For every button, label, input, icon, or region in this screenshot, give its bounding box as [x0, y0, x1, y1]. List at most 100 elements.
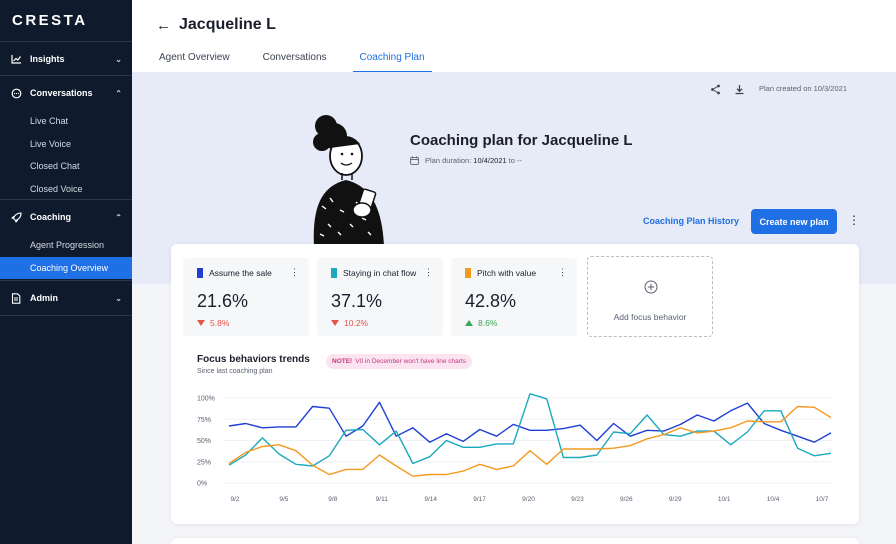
series-line-1 [228, 393, 832, 467]
focus-behaviors-card: Assume the sale ⋮ 21.6% 5.8% Staying in … [171, 244, 859, 524]
sidebar-label-insights: Insights [30, 54, 65, 64]
note-badge: NOTE! V0 in December won't have line cha… [326, 354, 472, 369]
chevron-up-icon: ⌃ [115, 212, 122, 222]
plan-duration-end: to -- [508, 156, 523, 165]
x-tick-label: 9/2 [230, 496, 239, 503]
metric-delta-value: 8.6% [478, 318, 498, 328]
sidebar-label-coaching: Coaching [30, 212, 72, 222]
more-options-icon[interactable]: ⋮ [558, 267, 567, 277]
y-tick-label: 100% [197, 396, 215, 403]
more-options-icon[interactable]: ⋮ [848, 213, 860, 227]
secondary-card [171, 538, 859, 544]
tab-coaching-plan[interactable]: Coaching Plan [352, 50, 432, 73]
sidebar-head-insights[interactable]: Insights ⌄ [0, 42, 132, 76]
sidebar-item-agent-progression[interactable]: Agent Progression [30, 240, 105, 251]
sidebar-head-admin[interactable]: Admin ⌄ [0, 281, 132, 315]
page-header: ← Jacqueline L Agent Overview Conversati… [132, 0, 896, 73]
sidebar-section-conversations: Conversations ⌃ Live Chat Live Voice Clo… [0, 75, 132, 200]
metric-color-swatch [331, 268, 337, 278]
trend-up-icon [465, 320, 473, 326]
x-tick-label: 9/26 [620, 496, 633, 503]
x-tick-label: 9/14 [424, 496, 437, 503]
plus-circle-icon [644, 280, 658, 299]
x-tick-label: 9/29 [669, 496, 682, 503]
y-tick-label: 75% [197, 417, 211, 424]
metric-card-pitch-with-value[interactable]: Pitch with value ⋮ 42.8% 8.6% [451, 258, 577, 336]
x-tick-label: 9/11 [376, 496, 389, 503]
y-tick-label: 25% [197, 459, 211, 466]
x-tick-label: 9/5 [279, 496, 288, 503]
sidebar-head-conversations[interactable]: Conversations ⌃ [0, 76, 132, 110]
x-tick-label: 9/17 [473, 496, 486, 503]
chart-line-icon [10, 53, 22, 65]
plan-title: Coaching plan for Jacqueline L [410, 132, 633, 149]
more-options-icon[interactable]: ⋮ [290, 267, 299, 277]
sidebar-item-live-voice[interactable]: Live Voice [30, 138, 72, 149]
create-new-plan-button[interactable]: Create new plan [751, 209, 837, 234]
plan-duration-label: Plan duration: [425, 156, 472, 165]
add-focus-behavior-button[interactable]: Add focus behavior [587, 256, 713, 337]
note-label: NOTE! [332, 358, 353, 365]
metric-name: Staying in chat flow [343, 268, 417, 278]
metric-delta: 10.2% [331, 318, 368, 328]
metric-value: 21.6% [197, 291, 249, 311]
sidebar: CRESTA Insights ⌄ Conversations ⌃ Live C… [0, 0, 132, 544]
sidebar-label-conversations: Conversations [30, 88, 93, 98]
sidebar-item-live-chat[interactable]: Live Chat [30, 116, 69, 127]
agent-illustration [300, 106, 392, 251]
series-line-2 [228, 405, 832, 477]
plan-duration-start: 10/4/2021 [473, 156, 507, 165]
more-options-icon[interactable]: ⋮ [424, 267, 433, 277]
metric-color-swatch [197, 268, 203, 278]
metric-card-assume-the-sale[interactable]: Assume the sale ⋮ 21.6% 5.8% [183, 258, 309, 336]
sidebar-section-insights: Insights ⌄ [0, 41, 132, 76]
metric-value: 37.1% [331, 291, 383, 311]
chat-bubble-icon [10, 87, 22, 99]
series-line-0 [228, 401, 832, 443]
note-text: V0 in December won't have line charts [355, 358, 466, 365]
sidebar-item-coaching-overview[interactable]: Coaching Overview [0, 256, 132, 279]
chevron-up-icon: ⌃ [115, 88, 122, 98]
sidebar-item-closed-voice[interactable]: Closed Voice [30, 183, 83, 194]
x-tick-label: 9/23 [571, 496, 584, 503]
calendar-icon [410, 156, 419, 165]
metric-name: Assume the sale [209, 268, 272, 278]
metric-name: Pitch with value [477, 268, 537, 278]
trend-down-icon [331, 320, 339, 326]
x-tick-label: 9/8 [328, 496, 337, 503]
chevron-down-icon: ⌄ [115, 54, 122, 64]
share-icon[interactable] [710, 82, 721, 100]
tab-conversations[interactable]: Conversations [262, 52, 327, 63]
back-arrow-icon[interactable]: ← [156, 17, 171, 34]
sidebar-label-admin: Admin [30, 293, 58, 303]
metric-delta: 8.6% [465, 318, 497, 328]
add-focus-behavior-label: Add focus behavior [613, 312, 687, 322]
metric-card-staying-in-chat-flow[interactable]: Staying in chat flow ⋮ 37.1% 10.2% [317, 258, 443, 336]
metric-color-swatch [465, 268, 471, 278]
sidebar-item-closed-chat[interactable]: Closed Chat [30, 161, 80, 172]
download-icon[interactable] [734, 82, 745, 100]
trends-title: Focus behaviors trends [197, 354, 310, 365]
sidebar-head-coaching[interactable]: Coaching ⌃ [0, 200, 132, 234]
sidebar-section-admin: Admin ⌄ [0, 280, 132, 316]
plan-duration: Plan duration: 10/4/2021 to -- [410, 156, 522, 165]
tab-bar: Agent Overview Conversations Coaching Pl… [152, 50, 451, 73]
coaching-plan-history-link[interactable]: Coaching Plan History [643, 216, 740, 226]
x-tick-label: 9/20 [522, 496, 535, 503]
y-tick-label: 0% [197, 481, 207, 488]
rocket-icon [10, 211, 22, 223]
trends-subtitle: Since last coaching plan [197, 368, 273, 375]
tab-agent-overview[interactable]: Agent Overview [159, 52, 230, 63]
metric-value: 42.8% [465, 291, 517, 311]
y-tick-label: 50% [197, 438, 211, 445]
logo: CRESTA [12, 12, 88, 29]
x-tick-label: 10/4 [767, 496, 780, 503]
metric-delta-value: 5.8% [210, 318, 230, 328]
plan-created-date: Plan created on 10/3/2021 [759, 84, 847, 93]
metric-delta: 5.8% [197, 318, 229, 328]
x-tick-label: 10/7 [816, 496, 829, 503]
sidebar-section-coaching: Coaching ⌃ Agent Progression Coaching Ov… [0, 199, 132, 279]
trend-down-icon [197, 320, 205, 326]
chevron-down-icon: ⌄ [115, 293, 122, 303]
